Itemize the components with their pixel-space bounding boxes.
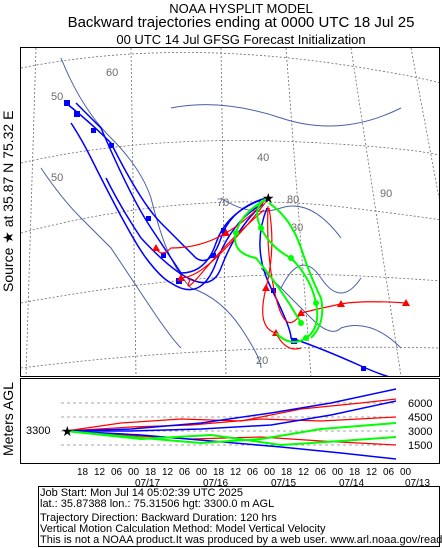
red-trajectories bbox=[155, 197, 407, 350]
x-tick-6: 06 bbox=[179, 467, 191, 478]
x-tick-19: 00 bbox=[400, 467, 412, 478]
lon-label-90: 90 bbox=[380, 188, 392, 200]
lon-label-80: 80 bbox=[287, 194, 299, 206]
trajectory-direction: Trajectory Direction: Backward Duration:… bbox=[40, 512, 277, 524]
map-canvas: 60 50 40 30 20 50 70 80 90 bbox=[21, 48, 439, 376]
vertical-motion-method: Vertical Motion Calculation Method: Mode… bbox=[40, 523, 326, 535]
longitude-line-60 bbox=[130, 48, 137, 376]
profile-source-star-icon: ★ bbox=[61, 423, 74, 439]
date-label-0: 07/17 bbox=[135, 478, 160, 487]
profile-blue-lines bbox=[65, 388, 397, 460]
latitude-line-20 bbox=[21, 346, 439, 369]
profile-canvas: 3300 6000 4500 3000 1500 ★ bbox=[26, 388, 432, 460]
lon-label-70: 70 bbox=[217, 197, 229, 209]
x-tick-16: 18 bbox=[349, 467, 361, 478]
x-tick-11: 00 bbox=[264, 467, 276, 478]
y-tick-4500: 4500 bbox=[408, 412, 432, 424]
graticule bbox=[21, 48, 439, 376]
date-label-1: 07/16 bbox=[203, 478, 228, 487]
forecast-initialization: 00 UTC 14 Jul GFSG Forecast Initializati… bbox=[116, 32, 366, 47]
date-label-3: 07/14 bbox=[339, 478, 364, 487]
latitude-line-30 bbox=[21, 274, 439, 304]
job-location: lat.: 35.87388 lon.: 75.31506 hgt: 3300.… bbox=[40, 498, 275, 510]
job-start: Job Start: Mon Jul 14 05:02:39 UTC 2025 bbox=[40, 487, 244, 499]
x-tick-0: 18 bbox=[77, 467, 89, 478]
longitude-line-100 bbox=[410, 48, 439, 199]
profile-start-height: 3300 bbox=[26, 425, 50, 437]
profile-green-lines bbox=[65, 422, 397, 447]
x-tick-14: 06 bbox=[315, 467, 327, 478]
job-info-box bbox=[38, 486, 440, 547]
longitude-line-90 bbox=[350, 48, 402, 376]
x-tick-7: 00 bbox=[196, 467, 208, 478]
x-tick-1: 12 bbox=[94, 467, 106, 478]
lat-label-40: 40 bbox=[257, 152, 269, 164]
y-tick-6000: 6000 bbox=[408, 398, 432, 410]
x-tick-12: 18 bbox=[281, 467, 293, 478]
x-tick-4: 18 bbox=[145, 467, 157, 478]
x-tick-8: 18 bbox=[213, 467, 225, 478]
date-label-2: 07/15 bbox=[271, 478, 296, 487]
coastlines bbox=[40, 57, 402, 369]
disclaimer: This is not a NOAA product.It was produc… bbox=[40, 534, 442, 546]
lat-label-60: 60 bbox=[106, 67, 118, 79]
date-label-4: 07/13 bbox=[405, 478, 430, 487]
height-profile[interactable]: 3300 6000 4500 3000 1500 ★ bbox=[20, 378, 440, 464]
source-location-label: Source ★ at 35.87 N 75.32 E bbox=[0, 110, 16, 292]
latitude-line-40 bbox=[21, 201, 439, 234]
x-tick-10: 06 bbox=[247, 467, 259, 478]
x-tick-18: 06 bbox=[383, 467, 395, 478]
longitude-line-80 bbox=[285, 48, 312, 376]
lat-label-50: 50 bbox=[51, 172, 63, 184]
x-tick-5: 12 bbox=[162, 467, 174, 478]
y-tick-1500: 1500 bbox=[408, 440, 432, 452]
time-axis: 18 12 06 00 18 12 06 00 18 12 06 00 18 1… bbox=[77, 467, 430, 487]
source-star-icon: ★ bbox=[262, 190, 275, 206]
trajectory-title: Backward trajectories ending at 0000 UTC… bbox=[67, 14, 415, 31]
lat-label-20: 20 bbox=[256, 355, 268, 367]
x-tick-15: 00 bbox=[332, 467, 344, 478]
y-tick-3000: 3000 bbox=[408, 426, 432, 438]
trajectory-map[interactable]: 60 50 40 30 20 50 70 80 90 bbox=[20, 47, 440, 377]
x-tick-3: 00 bbox=[128, 467, 140, 478]
lon-label-50: 50 bbox=[51, 91, 63, 103]
profile-axis-label: Meters AGL bbox=[0, 382, 16, 456]
longitude-line-70 bbox=[220, 48, 227, 376]
model-title: NOAA HYSPLIT MODEL bbox=[169, 1, 313, 16]
latitude-line-60 bbox=[21, 52, 439, 108]
x-tick-2: 06 bbox=[111, 467, 123, 478]
green-trajectory-markers bbox=[233, 225, 319, 341]
red-trajectory-markers bbox=[152, 229, 410, 336]
x-tick-9: 12 bbox=[230, 467, 242, 478]
blue-trajectories bbox=[65, 102, 390, 376]
x-tick-13: 12 bbox=[298, 467, 310, 478]
latitude-line-50 bbox=[21, 140, 439, 168]
x-tick-17: 12 bbox=[366, 467, 378, 478]
longitude-line-50 bbox=[25, 48, 37, 376]
